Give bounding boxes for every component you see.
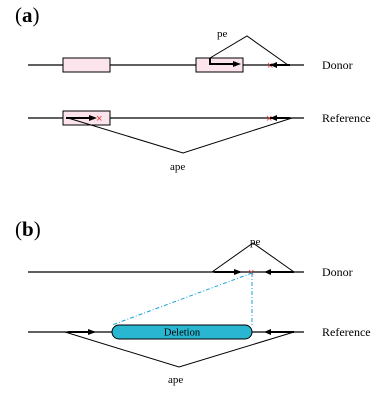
insertion-box-1 xyxy=(62,57,111,73)
deletion-region xyxy=(111,324,253,340)
donor-track-a: × Donor xyxy=(28,57,353,73)
reference-label-a: Reference xyxy=(322,111,371,125)
forward-read-arrowhead xyxy=(234,269,242,275)
pe-arc-line xyxy=(209,35,289,66)
pe-label-a: pe xyxy=(217,28,228,40)
reference-track-a: × × Reference xyxy=(28,110,371,126)
forward-read-arrowhead xyxy=(233,61,241,67)
connector-left xyxy=(111,272,253,326)
pe-arc-line xyxy=(211,242,295,273)
deletion-label: Deletion xyxy=(164,328,201,339)
donor-label-b: Donor xyxy=(322,265,353,279)
pe-label-b: pe xyxy=(250,236,261,248)
deletion-connectors xyxy=(111,272,253,326)
reference-track-b: Deletion Reference xyxy=(28,324,371,340)
ref-forward-read-arrowhead xyxy=(89,115,97,121)
ape-arc-line xyxy=(67,117,293,154)
ape-label-a: ape xyxy=(170,161,185,173)
panel-b-label: (b) xyxy=(15,217,41,241)
panel-a: (a) × Donor pe × × xyxy=(15,3,371,173)
reference-label-b: Reference xyxy=(322,325,371,339)
pe-arc-a: pe xyxy=(209,28,289,66)
pe-arc-b: pe xyxy=(211,236,295,273)
panel-b: (b) × Donor pe Deletion xyxy=(15,217,371,386)
ref-forward-read-arrowhead xyxy=(88,329,96,335)
ape-arc-a: ape xyxy=(67,117,293,173)
reverse-read-arrowhead xyxy=(270,62,277,68)
ref-reverse-read-arrowhead xyxy=(270,115,277,121)
forward-read xyxy=(209,58,238,65)
ape-arc-line xyxy=(64,331,295,368)
ape-label-b: ape xyxy=(168,374,183,386)
ref-reverse-read-arrowhead xyxy=(264,329,271,335)
ref-breakpoint-marker-left: × xyxy=(96,113,102,125)
panel-a-label: (a) xyxy=(15,3,40,27)
reverse-read-arrowhead xyxy=(264,269,271,275)
ref-breakpoint-marker-right: × xyxy=(266,113,272,125)
ape-arc-b: ape xyxy=(64,331,295,386)
donor-track-b: × Donor xyxy=(28,265,353,279)
donor-label-a: Donor xyxy=(322,58,353,72)
